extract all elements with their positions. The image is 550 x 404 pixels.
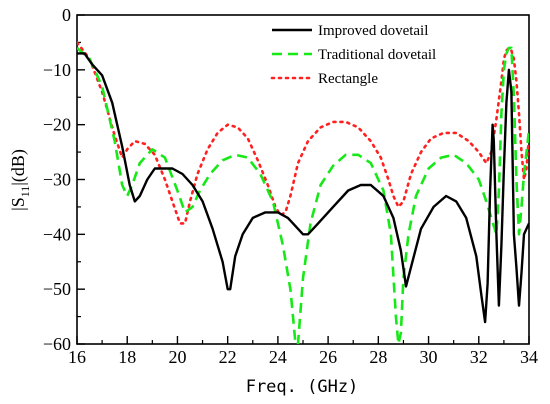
series-line-traditional-dovetail [77, 46, 529, 344]
x-tick-label: 28 [369, 347, 387, 367]
y-tick-label: −30 [43, 170, 71, 190]
y-tick-label: −50 [43, 279, 71, 299]
y-tick-label: −20 [43, 115, 71, 135]
x-tick-label: 26 [319, 347, 337, 367]
y-tick-label: −60 [43, 334, 71, 354]
y-axis-title: |S11|(dB) [8, 149, 32, 211]
x-tick-label: 18 [118, 347, 136, 367]
x-axis-title: Freq. (GHz) [246, 377, 359, 397]
series-line-improved-dovetail [77, 52, 529, 324]
series-line-rectangle [77, 41, 529, 225]
y-tick-label: 0 [62, 5, 71, 25]
x-tick-label: 20 [168, 347, 186, 367]
x-tick-label: 34 [520, 347, 538, 367]
y-axis-title-sub: 11 [18, 186, 32, 198]
x-tick-label: 16 [68, 347, 86, 367]
x-tick-label: 24 [269, 347, 287, 367]
y-axis-title-main: |S [8, 197, 28, 211]
legend-label-traditional: Traditional dovetail [318, 47, 436, 63]
legend-label-rectangle: Rectangle [318, 71, 378, 87]
y-axis-title-tail: |(dB) [8, 149, 29, 186]
legend: Improved dovetail Traditional dovetail R… [270, 23, 436, 87]
y-tick-label: −40 [43, 224, 71, 244]
x-tick-label: 30 [420, 347, 438, 367]
legend-label-improved: Improved dovetail [318, 23, 428, 39]
y-tick-label: −10 [43, 60, 71, 80]
x-tick-label: 22 [219, 347, 237, 367]
x-tick-label: 32 [470, 347, 488, 367]
